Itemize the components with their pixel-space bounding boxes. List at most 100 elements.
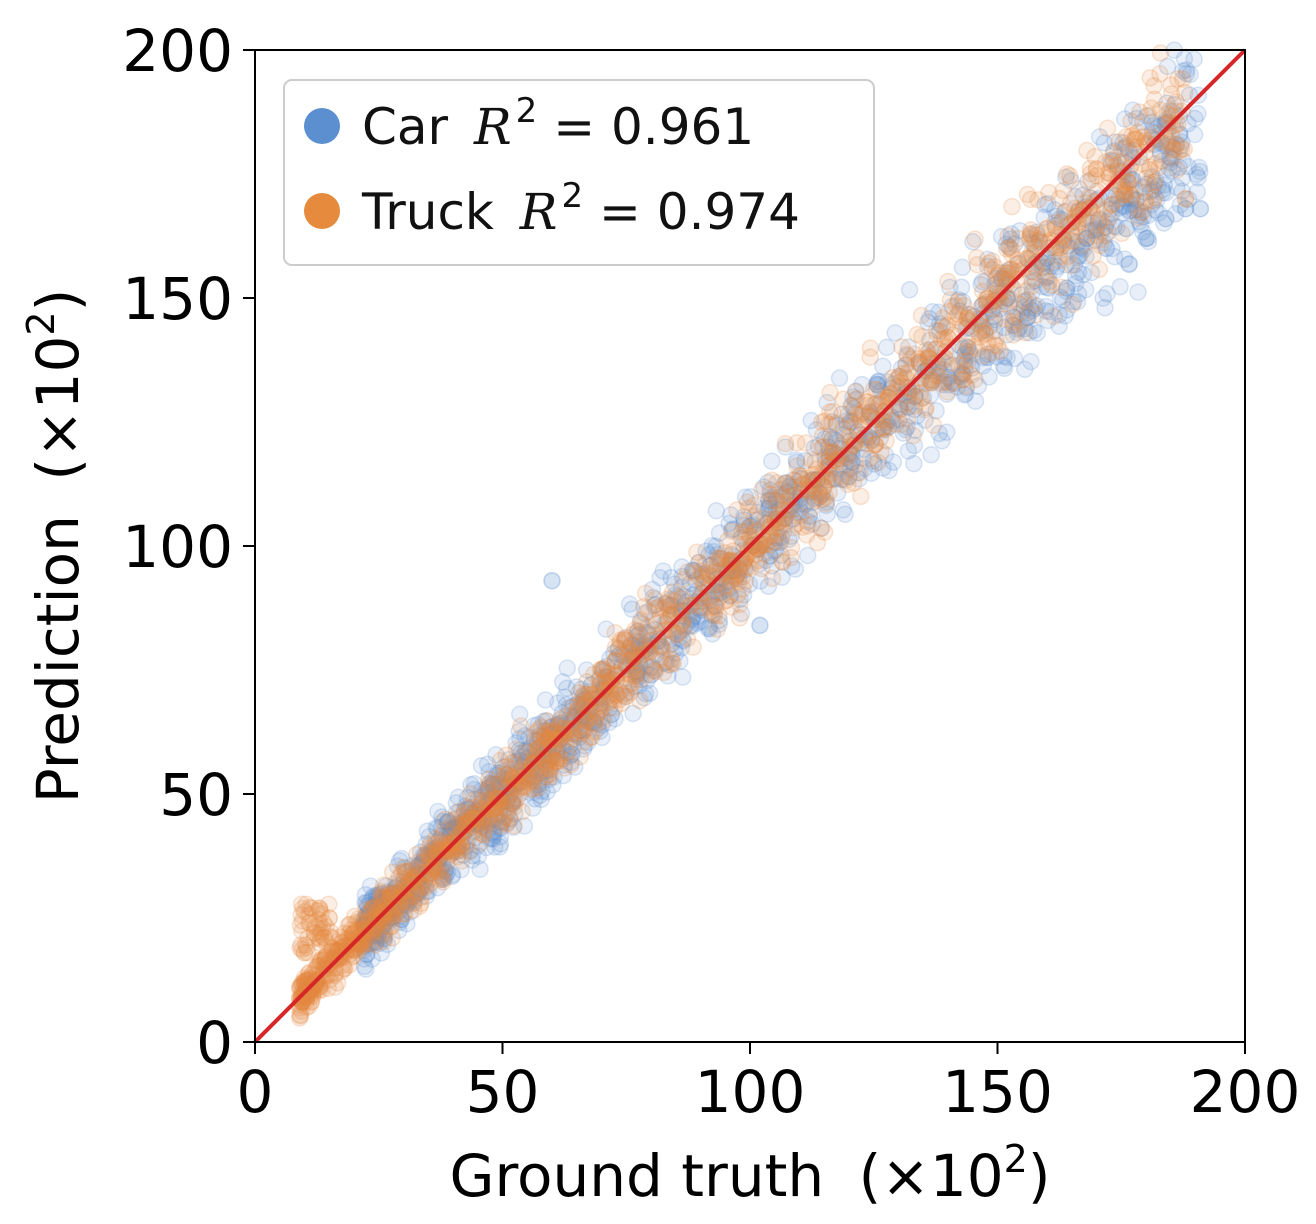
point-car-cloud — [712, 550, 731, 568]
point-car-cloud — [1046, 217, 1064, 235]
point-car-cloud — [433, 827, 452, 845]
point-car-cloud — [827, 431, 845, 449]
point-truck-cloud — [1036, 267, 1054, 286]
legend-car-r2-value: = 0.961 — [537, 98, 754, 156]
point-car-cloud — [1120, 255, 1138, 274]
point-car-cloud — [541, 719, 559, 737]
point-car-cloud — [1133, 223, 1152, 241]
point-car-cloud — [830, 369, 849, 387]
point-car-cloud — [479, 784, 497, 803]
point-car-cloud — [953, 258, 972, 277]
point-car-cloud — [1174, 151, 1192, 170]
point-car-cloud — [1008, 320, 1026, 339]
point-car-cloud — [1171, 126, 1189, 144]
point-car-cloud — [355, 936, 373, 954]
point-car-cloud — [499, 813, 517, 832]
point-car-cloud — [485, 775, 503, 794]
point-car-cloud — [627, 627, 646, 645]
point-car-cloud — [906, 387, 924, 405]
y-axis-label-unit-close: ) — [24, 289, 92, 312]
point-truck-cloud — [460, 842, 478, 861]
point-car-cloud — [834, 425, 853, 444]
point-truck-cloud — [1072, 236, 1091, 255]
point-car-cloud — [543, 718, 561, 736]
point-car-cloud — [401, 903, 420, 921]
x-tick-label-50: 50 — [466, 1058, 540, 1126]
point-car-cloud — [1144, 180, 1163, 199]
point-car-cloud — [537, 711, 555, 730]
point-car-cloud — [570, 721, 588, 739]
point-truck-cloud — [823, 402, 842, 421]
point-car-cloud — [391, 900, 409, 919]
point-car-cloud — [1020, 299, 1039, 317]
point-car-cloud — [494, 762, 512, 781]
point-car-cloud — [900, 281, 919, 299]
point-car-cloud — [805, 439, 823, 457]
point-truck-cloud — [1122, 112, 1140, 131]
y-axis-label-text: Prediction — [24, 515, 92, 803]
point-car-cloud — [605, 644, 623, 662]
point-car-cloud — [1012, 286, 1031, 304]
point-car-cloud — [673, 601, 691, 619]
point-car-cloud — [629, 662, 647, 681]
point-car-cloud — [1173, 133, 1191, 151]
point-car-cloud — [1146, 201, 1165, 219]
point-car-cloud — [1095, 234, 1113, 252]
point-truck-cloud — [1063, 295, 1082, 314]
point-car-cloud — [750, 555, 769, 573]
point-car-cloud — [549, 715, 568, 733]
point-car-cloud — [1158, 137, 1177, 155]
point-car-cloud — [629, 665, 647, 683]
point-truck-cloud — [924, 416, 943, 435]
point-car-cloud — [369, 885, 388, 904]
point-car-cloud — [950, 367, 968, 385]
point-car-cloud — [355, 950, 373, 968]
point-car-cloud — [683, 609, 701, 628]
point-car-cloud — [398, 885, 416, 903]
point-car-cloud — [481, 812, 499, 831]
point-car-cloud — [712, 583, 731, 602]
point-car-cloud — [428, 878, 447, 897]
point-car-cloud — [732, 529, 751, 547]
point-car-cloud — [959, 305, 978, 324]
point-truck-cloud — [645, 661, 663, 680]
point-car-cloud — [1023, 301, 1041, 320]
point-truck-44 — [1176, 190, 1195, 208]
point-car-cloud — [1163, 162, 1181, 180]
point-car-cloud — [534, 712, 553, 731]
point-car-cloud — [388, 876, 406, 895]
point-car-cloud — [1165, 95, 1184, 114]
point-car-cloud — [618, 657, 636, 676]
point-car-cloud — [1028, 324, 1046, 342]
point-car-cloud — [392, 849, 411, 868]
point-car-cloud — [995, 318, 1013, 337]
point-car-cloud — [1144, 130, 1162, 148]
point-car-cloud — [736, 560, 754, 579]
point-car-cloud — [683, 611, 702, 629]
point-car-cloud — [697, 568, 716, 587]
point-car-cloud — [425, 857, 444, 876]
point-car-cloud — [473, 817, 491, 836]
point-car-cloud — [1134, 207, 1153, 226]
point-truck-cloud — [648, 615, 666, 633]
point-car-cloud — [458, 816, 477, 834]
point-car-cloud — [418, 822, 437, 840]
point-car-cloud — [734, 586, 753, 604]
point-car-cloud — [551, 730, 569, 749]
point-car-cloud — [373, 884, 391, 903]
point-car-cloud — [532, 763, 550, 781]
point-car-cloud — [594, 660, 612, 678]
point-car-cloud — [707, 537, 725, 556]
point-car-cloud — [355, 957, 374, 976]
point-car-cloud — [423, 840, 441, 858]
x-axis-label-unit: (×10 — [859, 1142, 1004, 1210]
point-car-cloud — [539, 751, 557, 769]
point-car-cloud — [776, 438, 795, 456]
point-car-cloud — [992, 269, 1011, 288]
point-car-cloud — [1167, 135, 1185, 154]
point-car-cloud — [978, 257, 997, 276]
point-truck-cloud — [1022, 277, 1041, 296]
point-car-cloud — [1071, 246, 1089, 265]
point-car-cloud — [872, 392, 891, 411]
point-car-cloud — [1071, 238, 1090, 256]
